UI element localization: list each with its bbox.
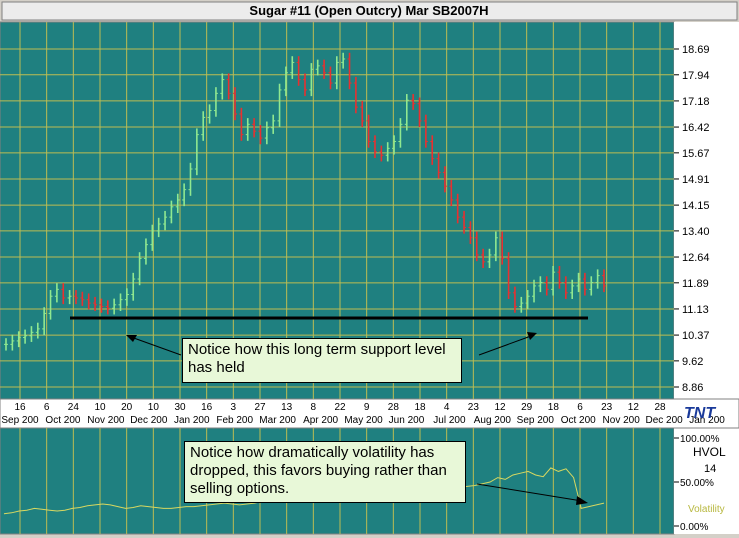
x-tick-month: Dec 200 — [130, 415, 168, 426]
x-tick-day: 29 — [521, 402, 533, 413]
vol-y-tick-label: 0.00% — [680, 522, 708, 533]
y-tick-label: 15.67 — [682, 148, 710, 160]
x-tick-day: 27 — [254, 402, 266, 413]
x-tick-month: Mar 200 — [259, 415, 296, 426]
y-tick-label: 18.69 — [682, 44, 710, 56]
x-tick-month: Jan 200 — [174, 415, 210, 426]
y-tick-label: 14.91 — [682, 174, 710, 186]
y-tick-label: 13.40 — [682, 226, 710, 238]
x-tick-day: 23 — [468, 402, 480, 413]
x-tick-day: 24 — [68, 402, 80, 413]
support-arrow-left — [130, 336, 182, 356]
y-tick-label: 10.37 — [682, 330, 710, 342]
support-arrow-right — [478, 335, 532, 356]
x-tick-day: 13 — [281, 402, 293, 413]
x-tick-month: Oct 200 — [561, 415, 596, 426]
x-tick-month: Feb 200 — [216, 415, 253, 426]
x-tick-day: 28 — [388, 402, 400, 413]
y-tick-label: 16.42 — [682, 122, 710, 134]
x-tick-day: 10 — [148, 402, 160, 413]
x-tick-day: 3 — [231, 402, 237, 413]
x-tick-month: Apr 200 — [303, 415, 338, 426]
x-tick-month: May 200 — [344, 415, 383, 426]
y-tick-label: 8.86 — [682, 382, 703, 394]
watermark-logo: TNT — [684, 405, 716, 422]
x-tick-month: Nov 200 — [603, 415, 641, 426]
volatility-arrow — [476, 483, 583, 502]
support-annotation: Notice how this long term support level … — [182, 338, 462, 383]
volatility-arrowhead — [576, 496, 588, 505]
vol-current-value: 14 — [704, 463, 716, 475]
vol-y-tick-label: 100.00% — [680, 434, 720, 445]
x-tick-month: Sep 200 — [1, 415, 39, 426]
x-tick-day: 28 — [654, 402, 666, 413]
x-tick-day: 18 — [548, 402, 560, 413]
x-tick-day: 18 — [414, 402, 426, 413]
x-tick-day: 4 — [444, 402, 450, 413]
support-arrowhead-right — [527, 332, 537, 340]
x-tick-day: 12 — [494, 402, 506, 413]
x-tick-day: 22 — [334, 402, 346, 413]
x-tick-month: Jan 200 — [689, 415, 725, 426]
x-tick-month: Sep 200 — [517, 415, 555, 426]
title-bar — [1, 1, 738, 21]
x-tick-day: 6 — [44, 402, 50, 413]
x-tick-day: 16 — [14, 402, 26, 413]
x-tick-day: 30 — [174, 402, 186, 413]
y-tick-label: 17.18 — [682, 96, 710, 108]
x-tick-day: 8 — [311, 402, 317, 413]
date-axis-area — [0, 398, 739, 429]
support-arrowhead-left — [126, 335, 137, 342]
volatility-annotation: Notice how dramatically volatility has d… — [184, 441, 466, 503]
x-tick-day: 20 — [121, 402, 133, 413]
volatility-axis-area — [674, 428, 739, 534]
x-tick-day: 16 — [201, 402, 213, 413]
x-tick-day: 9 — [364, 402, 370, 413]
x-tick-day: 12 — [628, 402, 640, 413]
y-tick-label: 17.94 — [682, 70, 710, 82]
x-tick-month: Jun 200 — [389, 415, 425, 426]
x-tick-day: 23 — [601, 402, 613, 413]
y-tick-label: 9.62 — [682, 356, 703, 368]
vol-y-tick-label: 50.00% — [680, 478, 714, 489]
price-axis-area — [674, 22, 739, 399]
x-tick-month: Aug 200 — [474, 415, 512, 426]
y-tick-label: 12.64 — [682, 252, 710, 264]
x-tick-day: 10 — [94, 402, 106, 413]
vol-legend-label: Volatility — [688, 504, 725, 515]
y-tick-label: 11.89 — [682, 278, 709, 290]
y-tick-label: 14.15 — [682, 200, 710, 212]
x-tick-month: Dec 200 — [645, 415, 683, 426]
chart-title: Sugar #11 (Open Outcry) Mar SB2007H — [249, 3, 488, 18]
x-tick-month: Oct 200 — [45, 415, 80, 426]
vol-ylabel: HVOL — [693, 445, 726, 459]
x-tick-month: Jul 200 — [433, 415, 466, 426]
y-tick-label: 11.13 — [682, 304, 709, 316]
x-tick-day: 6 — [577, 402, 583, 413]
x-tick-month: Nov 200 — [87, 415, 125, 426]
